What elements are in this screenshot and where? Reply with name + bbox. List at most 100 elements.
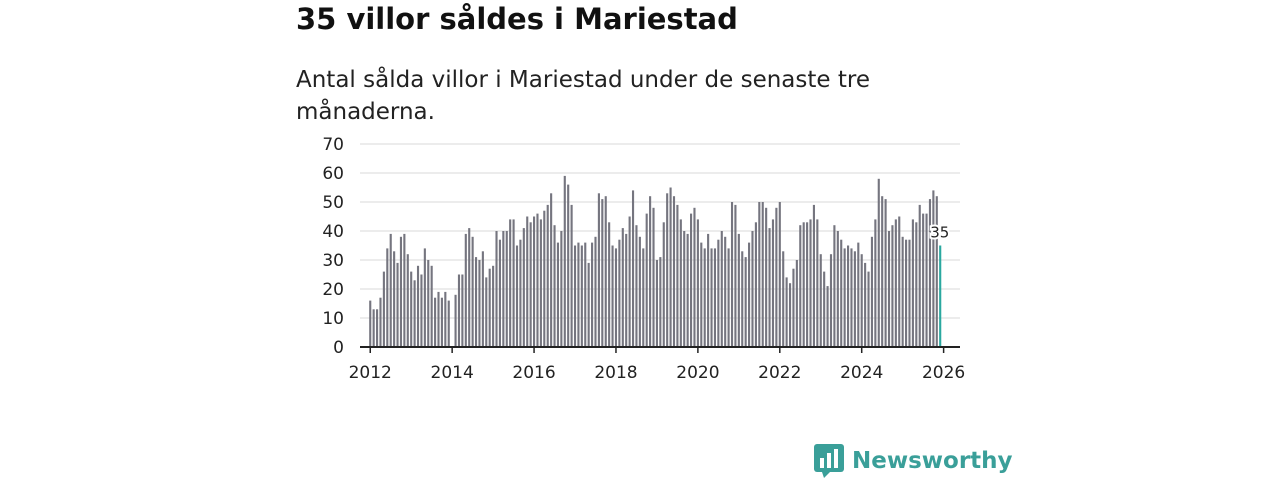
bar <box>539 219 542 347</box>
bar <box>447 300 450 347</box>
bar <box>915 222 918 347</box>
bar <box>690 213 693 347</box>
bar <box>573 245 577 347</box>
bar <box>666 193 669 347</box>
bar <box>727 248 730 347</box>
bar <box>734 204 737 347</box>
bar <box>423 248 426 347</box>
bar <box>382 271 385 347</box>
bar <box>591 242 594 347</box>
y-tick-label: 40 <box>322 222 344 242</box>
bar <box>799 225 802 347</box>
bar <box>563 175 566 347</box>
bar <box>556 242 560 347</box>
bar <box>495 231 498 347</box>
labels: 0 10 20 30 40 50 60 70 2012 2014 2016 2018 2020 2022 2… <box>322 135 965 383</box>
bar <box>754 222 757 347</box>
newsworthy-logo: Newsworthy <box>814 444 1013 478</box>
bar <box>795 260 798 347</box>
bar <box>413 280 416 347</box>
bar <box>765 207 768 347</box>
bar <box>683 231 686 347</box>
bar <box>386 248 389 347</box>
bar <box>403 233 406 347</box>
bar <box>775 207 778 347</box>
bar <box>659 257 662 347</box>
bar <box>488 268 491 347</box>
bar <box>778 202 781 347</box>
bar <box>587 262 590 347</box>
bar <box>440 297 443 347</box>
bar <box>594 236 597 347</box>
bar <box>509 219 512 347</box>
x-tick-label: 2022 <box>758 363 801 383</box>
bar <box>536 213 539 347</box>
bar <box>614 248 618 347</box>
bar <box>676 204 679 347</box>
bar <box>918 204 921 347</box>
bar <box>857 242 860 347</box>
bar <box>908 239 911 347</box>
bar <box>887 231 891 347</box>
bar <box>474 257 478 347</box>
bar <box>393 251 396 347</box>
bar <box>434 297 437 347</box>
bar <box>399 236 403 347</box>
bar <box>864 262 867 347</box>
bar <box>771 219 775 347</box>
bar <box>515 245 519 347</box>
bar <box>836 231 839 347</box>
bar <box>410 271 413 347</box>
bar <box>550 193 553 347</box>
bar <box>911 219 914 347</box>
bar <box>720 231 723 347</box>
bar <box>928 199 932 347</box>
brand-name: Newsworthy <box>852 448 1013 474</box>
bar <box>662 222 665 347</box>
bar <box>597 193 600 347</box>
bar <box>710 248 713 347</box>
bar <box>546 204 549 347</box>
bar <box>724 236 727 347</box>
bar <box>577 242 580 347</box>
bar <box>816 219 819 347</box>
bar <box>840 239 843 347</box>
bar <box>932 190 935 347</box>
bar <box>713 248 717 347</box>
x-tick-label: 2016 <box>512 363 555 383</box>
bar <box>481 251 484 347</box>
bar <box>505 231 508 347</box>
chart-subtitle: Antal sålda villor i Mariestad under de … <box>296 67 870 125</box>
bar <box>396 262 399 347</box>
bar <box>522 228 525 347</box>
bar <box>560 231 563 347</box>
bar <box>703 248 706 347</box>
x-tick-label: 2026 <box>922 363 965 383</box>
bar <box>744 257 747 347</box>
bar <box>758 202 761 347</box>
bar <box>601 199 604 347</box>
bar <box>788 283 792 347</box>
bar <box>819 254 822 347</box>
x-tick-label: 2018 <box>594 363 637 383</box>
bar <box>891 225 894 347</box>
bar <box>925 213 928 347</box>
bar <box>638 236 641 347</box>
bar <box>457 274 461 347</box>
y-tick-label: 50 <box>322 193 344 213</box>
y-tick-label: 20 <box>322 280 344 300</box>
bar <box>461 274 464 347</box>
bar <box>652 207 655 347</box>
bar <box>437 291 440 347</box>
bar <box>369 300 372 347</box>
x-tick-label: 2014 <box>431 363 474 383</box>
y-tick-label: 0 <box>333 338 344 358</box>
bar <box>502 231 505 347</box>
bar <box>416 265 420 347</box>
bar <box>894 219 897 347</box>
bar <box>730 202 734 347</box>
bar <box>812 204 815 347</box>
x-tick-label: 2020 <box>676 363 719 383</box>
bar <box>430 265 433 347</box>
bar <box>785 277 788 347</box>
